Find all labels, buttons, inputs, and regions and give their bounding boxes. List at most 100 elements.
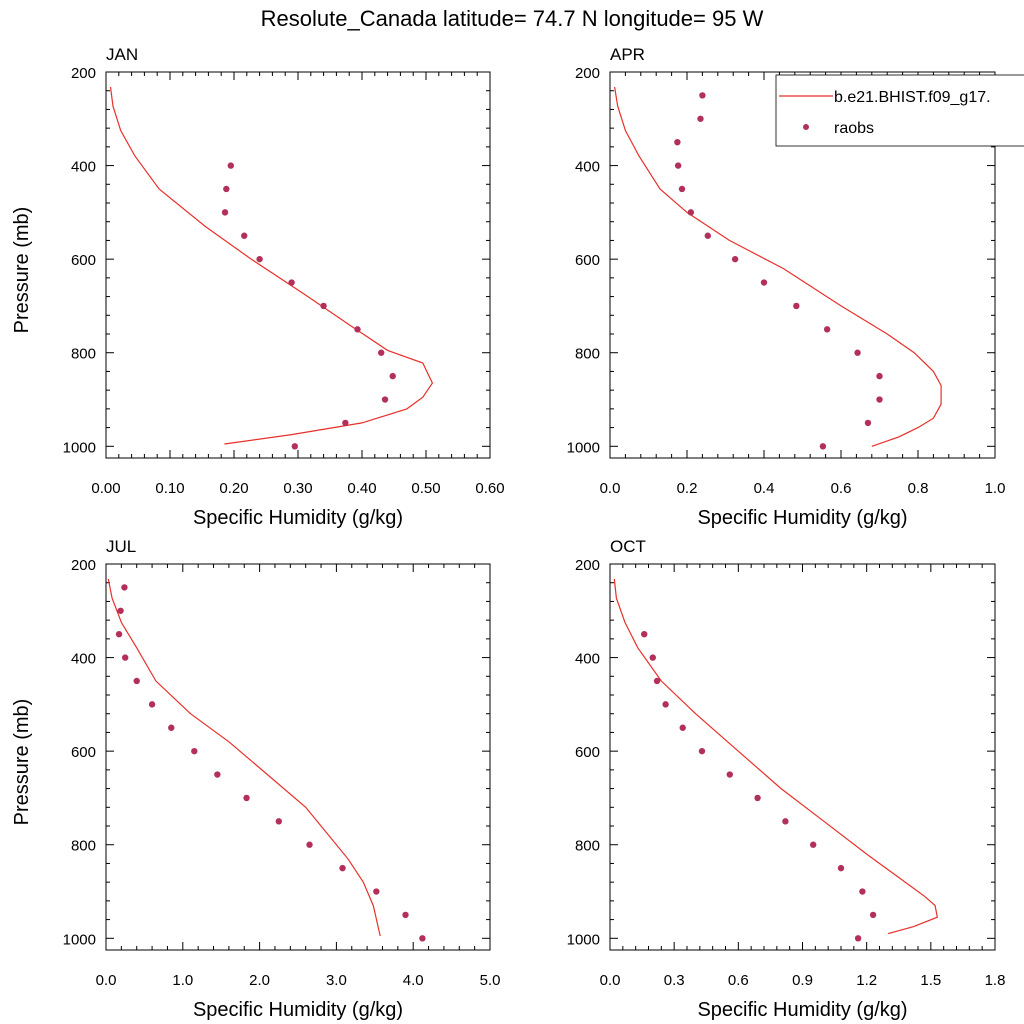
y-tick-label: 400	[71, 159, 96, 176]
y-tick-label: 800	[71, 838, 96, 855]
raobs-point	[782, 818, 789, 825]
raobs-point	[320, 302, 327, 310]
raobs-point	[227, 162, 234, 169]
panel-title: JUL	[106, 537, 136, 556]
x-axis-label: Specific Humidity (g/kg)	[697, 999, 907, 1021]
x-axis-label: Specific Humidity (g/kg)	[193, 999, 403, 1021]
raobs-point	[699, 92, 706, 99]
raobs-point	[876, 372, 883, 380]
y-tick-label: 800	[71, 346, 96, 363]
x-tick-label: 1.0	[172, 972, 193, 989]
plot-frame	[105, 71, 491, 459]
x-tick-label: 0.0	[600, 972, 621, 989]
raobs-point	[864, 419, 872, 427]
raobs-point	[339, 864, 346, 872]
y-tick-label: 600	[575, 744, 600, 761]
raobs-point	[168, 724, 175, 731]
y-tick-label: 1000	[567, 439, 600, 456]
raobs-point	[306, 841, 313, 848]
raobs-point	[223, 185, 230, 193]
y-tick-label: 1000	[567, 931, 600, 948]
legend-label-model: b.e21.BHIST.f09_g17.	[834, 89, 991, 106]
raobs-point	[121, 584, 128, 591]
plot-frame	[105, 563, 491, 951]
x-axis-label: Specific Humidity (g/kg)	[193, 507, 403, 529]
x-tick-label: 0.0	[96, 972, 117, 989]
raobs-point	[148, 701, 156, 708]
model-profile-line	[109, 86, 434, 445]
x-tick-label: 0.4	[754, 480, 775, 497]
x-tick-label: 3.0	[326, 972, 347, 989]
x-tick-label: 1.2	[856, 972, 877, 989]
y-axis-label: Pressure (mb)	[11, 207, 33, 334]
model-profile-line	[614, 86, 942, 447]
raobs-point	[704, 232, 711, 239]
x-tick-label: 0.3	[664, 972, 685, 989]
raobs-point	[419, 935, 426, 942]
y-tick-label: 1000	[63, 439, 96, 456]
y-tick-label: 400	[71, 651, 96, 668]
legend-marker-swatch	[803, 124, 809, 130]
raobs-point	[823, 326, 831, 333]
y-tick-label: 200	[575, 557, 600, 574]
raobs-point	[122, 654, 129, 661]
raobs-point	[674, 162, 682, 169]
y-tick-label: 400	[575, 651, 600, 668]
raobs-point	[760, 279, 768, 286]
model-profile-line	[107, 578, 381, 937]
panel-title: APR	[610, 45, 645, 64]
raobs-point	[378, 349, 385, 356]
raobs-point	[687, 209, 695, 216]
x-tick-label: 5.0	[480, 972, 501, 989]
raobs-point	[854, 935, 862, 942]
y-tick-label: 600	[71, 252, 96, 269]
raobs-point	[731, 255, 739, 263]
x-tick-label: 0.8	[908, 480, 929, 497]
y-tick-label: 200	[575, 65, 600, 82]
x-tick-label: 0.2	[677, 480, 698, 497]
y-tick-label: 800	[575, 838, 600, 855]
raobs-point	[869, 911, 877, 919]
x-axis-label: Specific Humidity (g/kg)	[697, 507, 907, 529]
raobs-point	[221, 209, 229, 216]
panel-title: OCT	[610, 537, 646, 556]
x-tick-label: 0.0	[600, 480, 621, 497]
y-tick-label: 200	[71, 65, 96, 82]
raobs-point	[662, 701, 669, 708]
x-tick-label: 0.6	[831, 480, 852, 497]
raobs-point	[649, 654, 656, 661]
raobs-point	[288, 279, 295, 286]
raobs-point	[679, 724, 686, 731]
raobs-point	[674, 138, 681, 146]
panel-title: JAN	[106, 45, 138, 64]
x-tick-label: 0.20	[219, 480, 248, 497]
legend: b.e21.BHIST.f09_g17. raobs	[775, 74, 1024, 147]
y-tick-label: 1000	[63, 931, 96, 948]
x-tick-label: 0.00	[91, 480, 120, 497]
legend-label-raobs: raobs	[834, 120, 874, 137]
raobs-point	[697, 115, 704, 122]
raobs-point	[653, 677, 661, 685]
x-tick-label: 0.10	[155, 480, 184, 497]
y-axis-label: Pressure (mb)	[11, 699, 33, 826]
raobs-point	[678, 185, 686, 193]
raobs-point	[342, 419, 349, 427]
raobs-point	[641, 630, 648, 638]
y-tick-label: 400	[575, 159, 600, 176]
raobs-point	[291, 443, 298, 450]
figure-title: Resolute_Canada latitude= 74.7 N longitu…	[261, 6, 764, 31]
raobs-point	[117, 607, 124, 614]
raobs-point	[809, 841, 817, 848]
x-tick-label: 0.40	[347, 480, 376, 497]
raobs-point	[115, 630, 123, 638]
legend-box	[775, 74, 1024, 147]
panel-jan: JAN Specific Humidity (g/kg) Pressure (m…	[11, 45, 505, 529]
raobs-point	[241, 232, 248, 239]
y-tick-label: 200	[71, 557, 96, 574]
raobs-point	[373, 888, 380, 895]
raobs-point	[402, 911, 409, 919]
raobs-point	[837, 864, 845, 872]
raobs-point	[354, 326, 361, 333]
y-tick-label: 800	[575, 346, 600, 363]
